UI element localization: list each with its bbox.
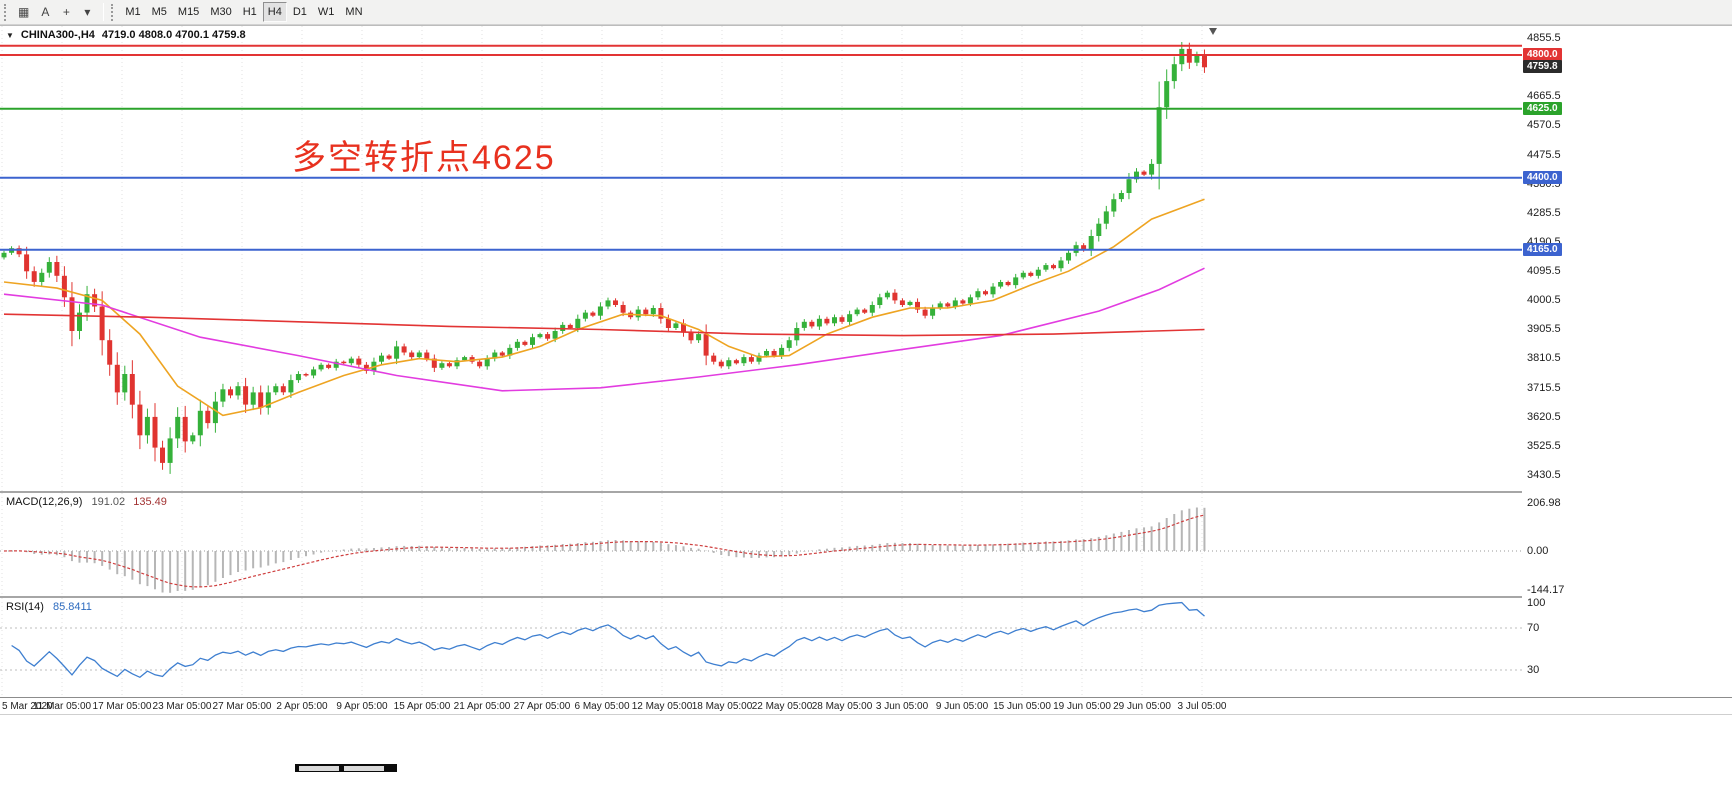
macd-axis-label: 0.00 (1527, 545, 1549, 557)
time-axis-label: 21 Apr 05:00 (453, 701, 511, 712)
crosshair-tool-icon[interactable]: + (56, 2, 76, 22)
panel-separator[interactable] (0, 491, 1732, 493)
macd-signal-line (3, 514, 1205, 588)
macd-axis-label: 206.98 (1527, 497, 1561, 509)
rsi-label: RSI(14) (6, 601, 44, 613)
time-axis-label: 9 Apr 05:00 (336, 701, 388, 712)
ma-slow-line[interactable] (3, 313, 1205, 337)
time-axis-label: 6 May 05:00 (574, 701, 630, 712)
timeframe-h4[interactable]: H4 (262, 2, 287, 22)
grid-lines (1, 493, 1203, 596)
toolbar-icons: ▦ A + ▾ (13, 2, 97, 22)
time-axis-label: 17 Mar 05:00 (92, 701, 152, 712)
macd-main-value: 191.02 (91, 496, 126, 508)
time-axis-label: 12 May 05:00 (631, 701, 693, 712)
macd-histogram (10, 507, 1206, 593)
time-axis-label: 23 Mar 05:00 (152, 701, 212, 712)
timeframe-m30[interactable]: M30 (205, 2, 236, 22)
time-axis-label: 3 Jun 05:00 (875, 701, 929, 712)
time-axis-label: 28 May 05:00 (811, 701, 873, 712)
time-axis-label: 19 Jun 05:00 (1053, 701, 1111, 712)
price-level-badge: 4625.0 (1523, 102, 1562, 115)
price-axis-label: 4095.5 (1527, 265, 1561, 277)
time-axis-label: 11 Mar 05:00 (32, 701, 92, 712)
toolbar-drag-handle[interactable] (4, 3, 9, 21)
chart-header: ▼ CHINA300-,H4 4719.0 4808.0 4700.1 4759… (6, 29, 246, 41)
time-axis-label: 15 Jun 05:00 (993, 701, 1051, 712)
chart-annotation-text[interactable]: 多空转折点4625 (292, 139, 556, 177)
panel-separator[interactable] (0, 596, 1732, 598)
time-axis[interactable]: 5 Mar 2020 11 Mar 05:00 17 Mar 05:00 23 Mar… (0, 697, 1732, 715)
grid-lines (1, 26, 1203, 491)
rsi-axis-label: 100 (1527, 597, 1546, 609)
ma-mid-line[interactable] (3, 267, 1205, 392)
rsi-axis-label: 70 (1527, 622, 1540, 634)
chart-window: ▼ CHINA300-,H4 4719.0 4808.0 4700.1 4759… (0, 25, 1732, 797)
toolbar-separator (103, 3, 105, 21)
time-axis-label: 3 Jul 05:00 (1177, 701, 1227, 712)
timeframe-d1[interactable]: D1 (288, 2, 312, 22)
chart-shift-marker-icon[interactable] (1209, 28, 1217, 35)
rsi-value: 85.8411 (52, 601, 92, 613)
ohlc-values: 4719.0 4808.0 4700.1 4759.8 (101, 29, 246, 41)
time-axis-label: 5 Mar 2020 (2, 701, 53, 712)
price-axis-label: 4475.5 (1527, 149, 1561, 161)
price-axis-label: 3430.5 (1527, 469, 1561, 481)
current-price-badge: 4759.8 (1523, 60, 1562, 73)
timeframe-m5[interactable]: M5 (147, 2, 172, 22)
timeframe-toolbar: M1 M5 M15 M30 H1 H4 D1 W1 MN (120, 2, 367, 22)
price-axis-label: 3905.5 (1527, 323, 1561, 335)
price-axis-label: 3525.5 (1527, 440, 1561, 452)
price-axis-label: 4855.5 (1527, 32, 1561, 44)
macd-axis-label: -144.17 (1527, 584, 1565, 596)
time-axis-label: 22 May 05:00 (751, 701, 813, 712)
macd-signal-value: 135.49 (133, 496, 167, 508)
time-axis-label: 2 Apr 05:00 (276, 701, 328, 712)
price-level-badge: 4165.0 (1523, 243, 1562, 256)
rsi-axis-label: 30 (1527, 664, 1540, 676)
ma-fast-line[interactable] (3, 198, 1205, 417)
macd-label: MACD(12,26,9) (6, 496, 83, 508)
taskbar-window-button[interactable] (344, 765, 384, 771)
time-axis-label: 27 Mar 05:00 (212, 701, 272, 712)
grid-lines (1, 598, 1203, 697)
price-axis-label: 4000.5 (1527, 294, 1561, 306)
time-axis-label: 18 May 05:00 (691, 701, 753, 712)
rsi-header: RSI(14) 85.8411 (6, 601, 92, 613)
price-axis-label: 3620.5 (1527, 411, 1561, 423)
taskbar (295, 764, 397, 772)
timeframe-mn[interactable]: MN (340, 2, 367, 22)
rsi-line (11, 601, 1205, 679)
rsi-canvas[interactable] (0, 598, 1522, 697)
timeframe-m15[interactable]: M15 (173, 2, 204, 22)
main-toolbar: ▦ A + ▾ M1 M5 M15 M30 H1 H4 D1 W1 MN (0, 0, 1732, 25)
macd-header: MACD(12,26,9) 191.02 135.49 (6, 496, 167, 508)
macd-canvas[interactable] (0, 493, 1522, 596)
time-axis-label: 29 Jun 05:00 (1113, 701, 1171, 712)
timeframe-w1[interactable]: W1 (313, 2, 340, 22)
chart-dropdown-icon[interactable]: ▼ (6, 30, 14, 40)
dropdown-arrow-icon[interactable]: ▾ (77, 2, 97, 22)
text-label-tool-icon[interactable]: A (35, 2, 55, 22)
timeframe-m1[interactable]: M1 (120, 2, 145, 22)
taskbar-window-button[interactable] (299, 765, 339, 771)
timeframe-toolbar-drag-handle[interactable] (111, 3, 116, 21)
tile-windows-icon[interactable]: ▦ (13, 2, 34, 22)
time-axis-label: 9 Jun 05:00 (935, 701, 989, 712)
time-axis-label: 15 Apr 05:00 (393, 701, 451, 712)
price-axis-label: 3715.5 (1527, 382, 1561, 394)
price-axis-label: 3810.5 (1527, 352, 1561, 364)
price-level-badge: 4400.0 (1523, 171, 1562, 184)
symbol-timeframe-label: CHINA300-,H4 (20, 29, 95, 41)
price-level-badge: 4800.0 (1523, 48, 1562, 61)
price-axis-label: 4570.5 (1527, 119, 1561, 131)
price-chart-canvas[interactable] (0, 26, 1522, 491)
time-axis-label: 27 Apr 05:00 (513, 701, 571, 712)
price-axis-label: 4665.5 (1527, 90, 1561, 102)
timeframe-h1[interactable]: H1 (238, 2, 262, 22)
price-axis-label: 4285.5 (1527, 207, 1561, 219)
price-axis[interactable]: 4855.5 4665.5 4570.5 4475.5 4380.5 4285.5 4190… (1522, 26, 1732, 697)
